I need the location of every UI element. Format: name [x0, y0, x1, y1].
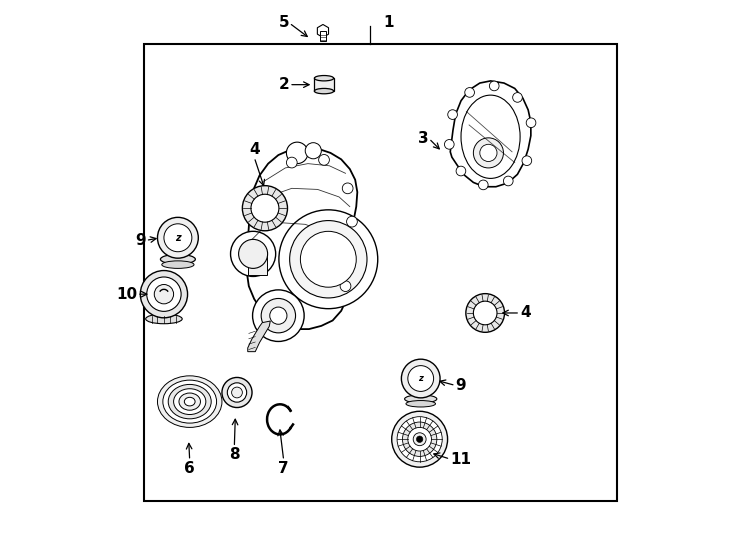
Text: 8: 8 — [229, 447, 239, 462]
Circle shape — [397, 417, 442, 462]
Circle shape — [242, 186, 288, 231]
Ellipse shape — [161, 254, 195, 264]
Text: 9: 9 — [456, 378, 466, 393]
Ellipse shape — [158, 376, 222, 427]
Ellipse shape — [179, 393, 200, 410]
Circle shape — [504, 176, 513, 186]
Circle shape — [456, 166, 466, 176]
Circle shape — [401, 359, 440, 398]
Circle shape — [522, 156, 531, 166]
Polygon shape — [247, 147, 357, 329]
Circle shape — [305, 143, 321, 159]
Ellipse shape — [314, 89, 334, 94]
Circle shape — [466, 294, 504, 332]
Polygon shape — [317, 24, 329, 37]
Text: 4: 4 — [249, 142, 260, 157]
Circle shape — [512, 92, 523, 102]
Circle shape — [286, 157, 297, 168]
Circle shape — [147, 277, 181, 312]
Text: 7: 7 — [278, 461, 289, 476]
Circle shape — [154, 285, 174, 304]
Text: 1: 1 — [383, 15, 393, 30]
Circle shape — [342, 183, 353, 194]
Ellipse shape — [161, 261, 194, 268]
Circle shape — [279, 210, 378, 309]
Circle shape — [479, 180, 488, 190]
Circle shape — [344, 248, 355, 259]
Circle shape — [402, 422, 437, 456]
Circle shape — [222, 377, 252, 408]
Circle shape — [408, 366, 434, 392]
Circle shape — [392, 411, 448, 467]
Circle shape — [270, 307, 287, 324]
Circle shape — [413, 433, 426, 446]
Circle shape — [286, 142, 308, 164]
Text: 2: 2 — [278, 77, 289, 92]
Bar — [320, 31, 326, 40]
Ellipse shape — [163, 380, 217, 423]
Bar — [144, 44, 617, 501]
Polygon shape — [450, 81, 531, 187]
Ellipse shape — [406, 401, 435, 407]
Text: 11: 11 — [450, 451, 471, 467]
Text: 10: 10 — [116, 287, 137, 302]
Text: z: z — [418, 374, 424, 383]
Circle shape — [300, 231, 356, 287]
Ellipse shape — [174, 389, 206, 415]
Text: 9: 9 — [135, 233, 145, 248]
Text: 4: 4 — [520, 306, 531, 320]
Text: 6: 6 — [184, 461, 195, 476]
Circle shape — [346, 217, 357, 227]
Circle shape — [140, 271, 188, 318]
Bar — [248, 254, 267, 275]
Circle shape — [408, 427, 432, 451]
Polygon shape — [248, 321, 270, 352]
Circle shape — [473, 138, 504, 168]
Circle shape — [448, 110, 457, 119]
Text: z: z — [175, 233, 181, 243]
Circle shape — [480, 144, 497, 161]
Ellipse shape — [184, 397, 195, 406]
Bar — [314, 78, 334, 91]
Circle shape — [228, 383, 247, 402]
Ellipse shape — [145, 314, 182, 323]
Circle shape — [232, 387, 242, 398]
Circle shape — [490, 81, 499, 91]
Text: 5: 5 — [278, 15, 289, 30]
Circle shape — [251, 194, 279, 222]
Circle shape — [230, 231, 276, 276]
Circle shape — [158, 218, 198, 258]
Circle shape — [445, 139, 454, 149]
Circle shape — [261, 299, 296, 333]
Text: 3: 3 — [418, 131, 429, 146]
Circle shape — [465, 87, 474, 97]
Circle shape — [164, 224, 192, 252]
Ellipse shape — [404, 395, 437, 403]
Circle shape — [239, 239, 268, 268]
Circle shape — [290, 220, 367, 298]
Circle shape — [473, 301, 497, 325]
Circle shape — [526, 118, 536, 127]
Ellipse shape — [168, 384, 211, 419]
Circle shape — [252, 290, 304, 341]
Ellipse shape — [461, 95, 520, 178]
Circle shape — [340, 281, 351, 292]
Circle shape — [416, 436, 423, 442]
Ellipse shape — [314, 76, 334, 81]
Circle shape — [319, 154, 330, 165]
